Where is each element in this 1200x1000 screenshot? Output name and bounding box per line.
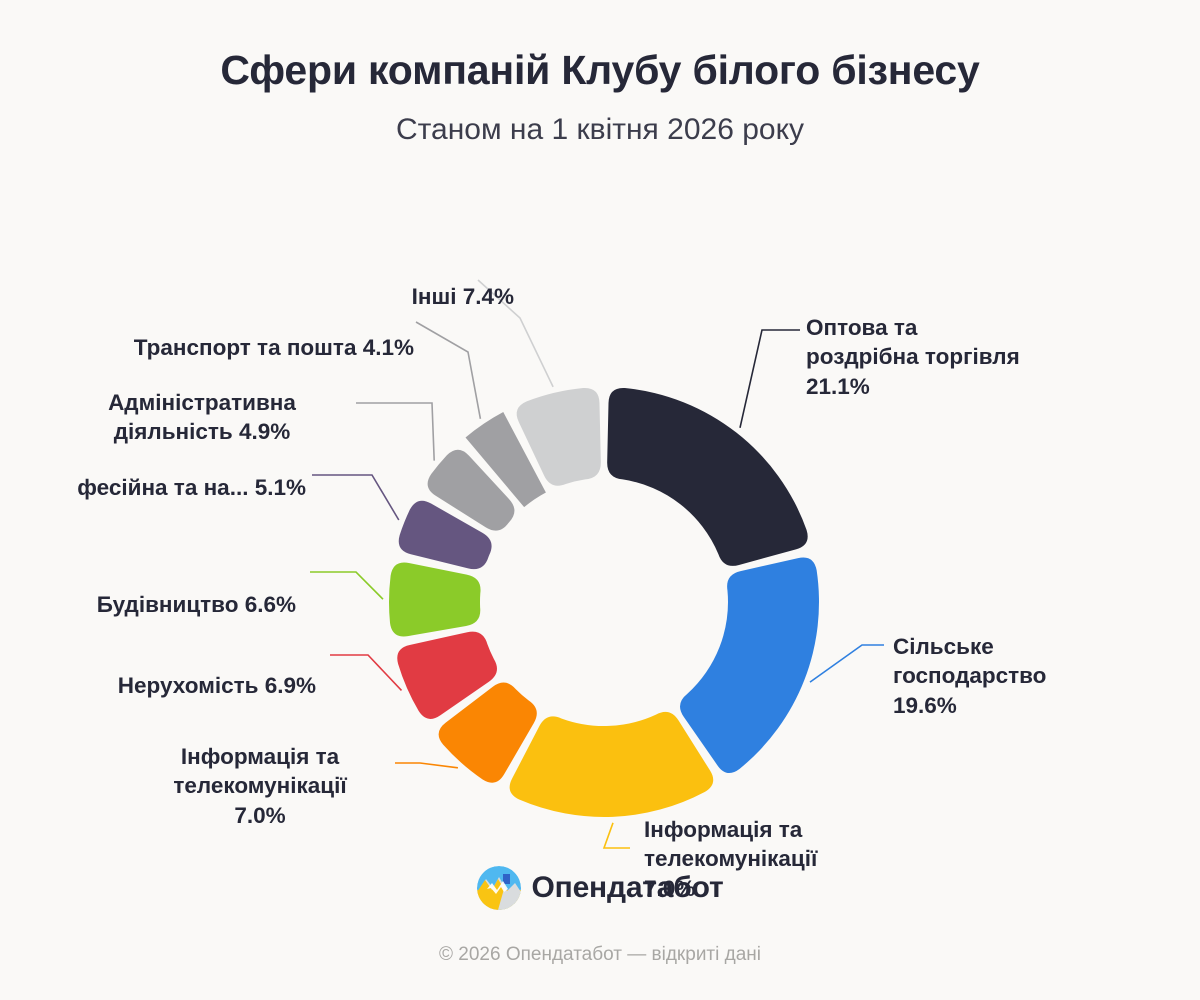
leader-line-group <box>310 279 884 849</box>
callout-others[interactable]: Інші 7.4% <box>230 252 514 311</box>
callout-professional[interactable]: фесійна та на... 5.1% <box>0 443 306 502</box>
leader-line <box>739 329 800 428</box>
callout-text: Транспорт та пошта 4.1% <box>133 334 414 360</box>
brand-block: Опендатабот <box>0 866 1200 910</box>
callout-text: Будівництво 6.6% <box>96 591 296 617</box>
leader-line <box>330 654 403 691</box>
chart-subtitle: Станом на 1 квітня 2026 року <box>395 113 805 147</box>
callout-text: Оптова та роздрібна торгівля 21.1% <box>806 314 1020 400</box>
opendatabot-logo-icon <box>476 866 521 910</box>
donut-segment-group <box>388 387 819 817</box>
leader-line <box>395 762 459 769</box>
callout-real-estate[interactable]: Нерухомість 6.9% <box>20 641 316 700</box>
callout-agriculture[interactable]: Сільське господарство 19.6% <box>893 602 1173 721</box>
leader-line <box>809 644 884 683</box>
callout-construction[interactable]: Будівництво 6.6% <box>10 560 296 619</box>
callout-text: Інформація та телекомунікації 7.0% <box>644 816 818 902</box>
donut-segment[interactable] <box>397 631 497 719</box>
leader-line <box>602 822 630 849</box>
chart-header: Сфери компаній Клубу білого бізнесу Стан… <box>0 0 1200 149</box>
callout-text: фесійна та на... 5.1% <box>77 474 306 500</box>
donut-segment[interactable] <box>607 387 808 566</box>
callout-transport-post[interactable]: Транспорт та пошта 4.1% <box>20 303 414 362</box>
leader-line <box>310 571 384 600</box>
footer-copyright: © 2026 Опендатабот — відкриті дані <box>439 944 761 965</box>
leader-line <box>356 402 435 461</box>
callout-text: Інформація та телекомунікації 7.0% <box>173 743 347 829</box>
callout-text: Інші 7.4% <box>411 283 514 309</box>
donut-segment[interactable] <box>680 557 819 774</box>
callout-information-telecom[interactable]: Інформація та телекомунікації 7.0% <box>110 712 410 831</box>
donut-segment[interactable] <box>509 711 714 817</box>
donut-segment[interactable] <box>438 682 537 783</box>
donut-segment[interactable] <box>427 449 515 531</box>
callout-administrative[interactable]: Адміністративна діяльність 4.9% <box>62 358 342 447</box>
callout-manufacturing[interactable]: Інформація та телекомунікації 7.0% <box>644 785 924 904</box>
leader-line <box>477 279 554 388</box>
brand-name: Опендатабот <box>531 871 724 904</box>
leader-line <box>312 474 400 521</box>
donut-segment[interactable] <box>388 562 481 637</box>
callout-text: Нерухомість 6.9% <box>117 672 316 698</box>
leader-line <box>415 321 482 419</box>
donut-segment[interactable] <box>516 387 601 486</box>
callout-wholesale-retail[interactable]: Оптова та роздрібна торгівля 21.1% <box>806 283 1106 402</box>
callout-text: Сільське господарство 19.6% <box>893 633 1047 719</box>
page-title: Сфери компаній Клубу білого бізнесу <box>220 47 980 93</box>
donut-segment[interactable] <box>398 500 492 570</box>
callout-text: Адміністративна діяльність 4.9% <box>108 389 296 445</box>
donut-segment[interactable] <box>465 412 546 508</box>
